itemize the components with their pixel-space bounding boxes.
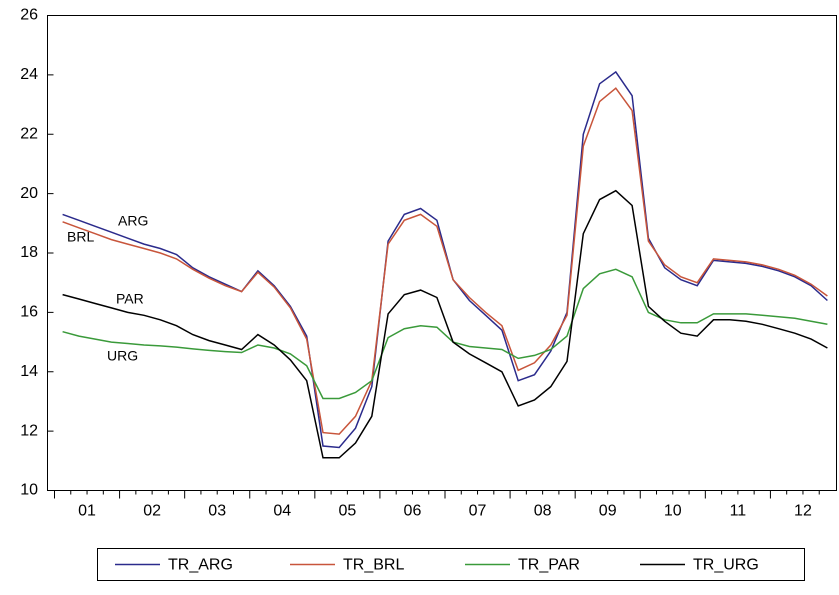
x-tick-label: 11	[730, 503, 747, 520]
y-tick-label: 14	[20, 363, 38, 380]
x-tick-label: 12	[794, 503, 812, 520]
legend-label: TR_PAR	[518, 557, 580, 574]
x-tick-label: 06	[404, 503, 422, 520]
series-line	[62, 268, 828, 400]
annotation: ARG	[118, 213, 148, 229]
plot-frame	[47, 15, 837, 491]
series-line	[62, 70, 828, 449]
x-tick-label: 10	[664, 503, 682, 520]
legend-box	[97, 548, 805, 581]
annotation: URG	[107, 348, 138, 364]
x-tick-label: 09	[599, 503, 617, 520]
y-tick-label: 20	[20, 185, 38, 202]
series-line	[62, 189, 828, 459]
x-tick-label: 08	[534, 503, 552, 520]
legend-label: TR_ARG	[168, 557, 233, 574]
annotation: BRL	[67, 229, 94, 245]
legend-label: TR_BRL	[343, 557, 404, 574]
series-line	[62, 87, 828, 435]
y-tick-label: 26	[20, 7, 38, 24]
legend-label: TR_URG	[693, 557, 759, 574]
y-tick-label: 24	[20, 66, 38, 83]
annotation: PAR	[116, 291, 144, 307]
x-tick-label: 01	[78, 503, 96, 520]
x-tick-label: 02	[143, 503, 161, 520]
x-tick-label: 03	[208, 503, 226, 520]
y-tick-label: 12	[20, 422, 38, 439]
x-tick-label: 07	[469, 503, 487, 520]
y-tick-label: 18	[20, 244, 38, 261]
y-tick-label: 16	[20, 304, 38, 321]
x-tick-label: 05	[338, 503, 356, 520]
x-tick-label: 04	[273, 503, 291, 520]
y-tick-label: 10	[20, 482, 38, 499]
y-tick-label: 22	[20, 125, 38, 142]
